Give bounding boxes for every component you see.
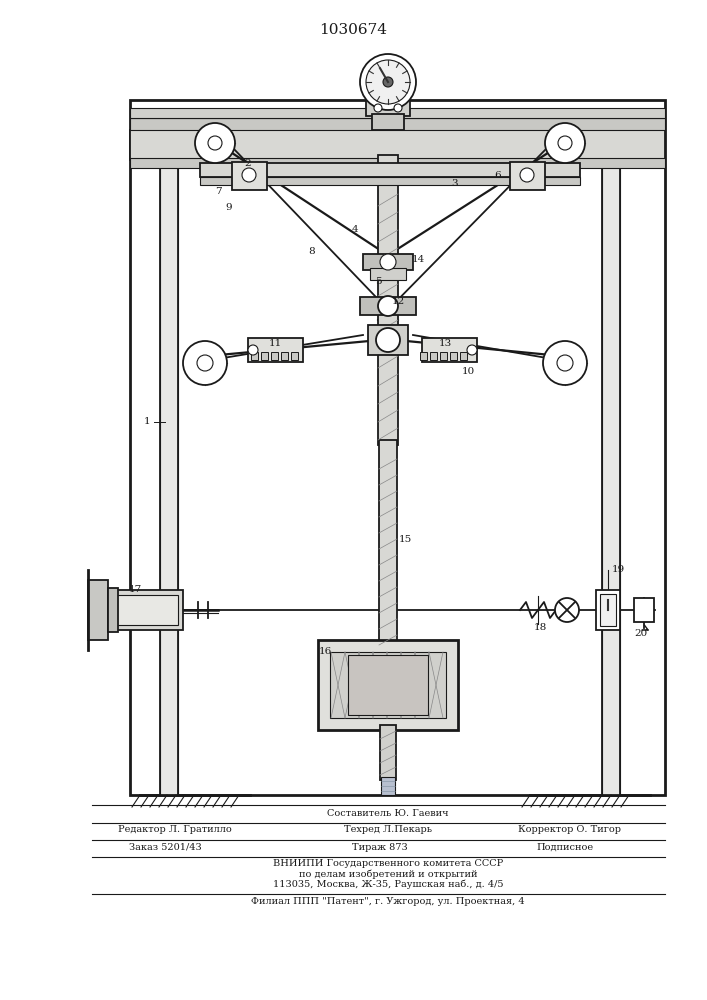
Text: Заказ 5201/43: Заказ 5201/43	[129, 842, 201, 852]
Bar	[248, 338, 303, 362]
Bar	[291, 352, 298, 360]
Bar	[450, 352, 457, 360]
Text: 12: 12	[392, 298, 404, 306]
Bar	[440, 352, 447, 360]
Circle shape	[520, 168, 534, 182]
Text: 16: 16	[318, 648, 332, 656]
Circle shape	[543, 341, 587, 385]
Text: Тираж 873: Тираж 873	[352, 842, 408, 852]
Text: 15: 15	[398, 536, 411, 544]
Bar	[108, 588, 118, 632]
Circle shape	[197, 355, 213, 371]
Bar	[372, 114, 404, 130]
Bar	[330, 652, 446, 718]
Bar	[370, 268, 406, 280]
Bar	[130, 108, 665, 118]
Bar	[261, 352, 268, 360]
Text: Подписное: Подписное	[537, 842, 594, 852]
Text: 1: 1	[144, 418, 151, 426]
Text: 10: 10	[462, 367, 474, 376]
Bar	[363, 254, 413, 270]
Bar	[422, 338, 477, 362]
Bar	[281, 352, 288, 360]
Text: Составитель Ю. Гаевич: Составитель Ю. Гаевич	[327, 808, 449, 818]
Circle shape	[555, 598, 579, 622]
Text: Редактор Л. Гратилло: Редактор Л. Гратилло	[118, 826, 232, 834]
Text: 19: 19	[612, 566, 624, 574]
Bar	[318, 640, 458, 730]
Text: 17: 17	[129, 585, 141, 594]
Bar	[600, 594, 616, 626]
Circle shape	[557, 355, 573, 371]
Circle shape	[195, 123, 235, 163]
Text: 8: 8	[309, 247, 315, 256]
Text: 4: 4	[351, 226, 358, 234]
Bar	[368, 325, 408, 355]
Bar	[130, 118, 665, 130]
Bar	[602, 130, 620, 795]
Text: 11: 11	[269, 338, 281, 348]
Text: 7: 7	[215, 188, 221, 196]
Text: 13: 13	[438, 338, 452, 348]
Text: 3: 3	[452, 180, 458, 188]
Bar	[130, 158, 665, 168]
Text: 5: 5	[375, 277, 381, 286]
Bar	[108, 590, 183, 630]
Circle shape	[183, 341, 227, 385]
Text: 9: 9	[226, 202, 233, 212]
Bar	[379, 440, 397, 650]
Bar	[420, 352, 427, 360]
Bar	[366, 100, 410, 116]
Circle shape	[394, 104, 402, 112]
Circle shape	[360, 54, 416, 110]
Circle shape	[558, 136, 572, 150]
Bar	[130, 100, 665, 795]
Bar	[380, 725, 396, 780]
Circle shape	[380, 254, 396, 270]
Text: Техред Л.Пекарь: Техред Л.Пекарь	[344, 826, 432, 834]
Bar	[271, 352, 278, 360]
Text: Филиал ППП "Патент", г. Ужгород, ул. Проектная, 4: Филиал ППП "Патент", г. Ужгород, ул. Про…	[251, 896, 525, 906]
Text: по делам изобретений и открытий: по делам изобретений и открытий	[299, 869, 477, 879]
Circle shape	[383, 77, 393, 87]
Bar	[113, 595, 178, 625]
Bar	[200, 177, 580, 185]
Bar	[634, 598, 654, 622]
Bar	[430, 352, 437, 360]
Bar	[130, 130, 665, 160]
Circle shape	[545, 123, 585, 163]
Circle shape	[248, 345, 258, 355]
Text: 1030674: 1030674	[319, 23, 387, 37]
Bar	[460, 352, 467, 360]
Text: Корректор О. Тигор: Корректор О. Тигор	[518, 826, 621, 834]
Circle shape	[467, 345, 477, 355]
Bar	[378, 155, 398, 445]
Text: 20: 20	[634, 629, 648, 638]
Text: 18: 18	[533, 622, 547, 632]
Text: 2: 2	[245, 159, 251, 168]
Bar	[510, 162, 545, 190]
Bar	[200, 163, 580, 177]
Circle shape	[366, 60, 410, 104]
Circle shape	[374, 104, 382, 112]
Bar	[348, 655, 428, 715]
Bar	[251, 352, 258, 360]
Bar	[88, 580, 108, 640]
Bar	[360, 297, 416, 315]
Circle shape	[242, 168, 256, 182]
Text: 14: 14	[411, 255, 425, 264]
Bar	[160, 130, 178, 795]
Bar	[381, 777, 395, 795]
Circle shape	[376, 328, 400, 352]
Text: 6: 6	[495, 172, 501, 180]
Circle shape	[378, 296, 398, 316]
Circle shape	[208, 136, 222, 150]
Text: 113035, Москва, Ж-35, Раушская наб., д. 4/5: 113035, Москва, Ж-35, Раушская наб., д. …	[273, 879, 503, 889]
Bar	[596, 590, 620, 630]
Bar	[232, 162, 267, 190]
Text: ВНИИПИ Государственного комитета СССР: ВНИИПИ Государственного комитета СССР	[273, 859, 503, 868]
